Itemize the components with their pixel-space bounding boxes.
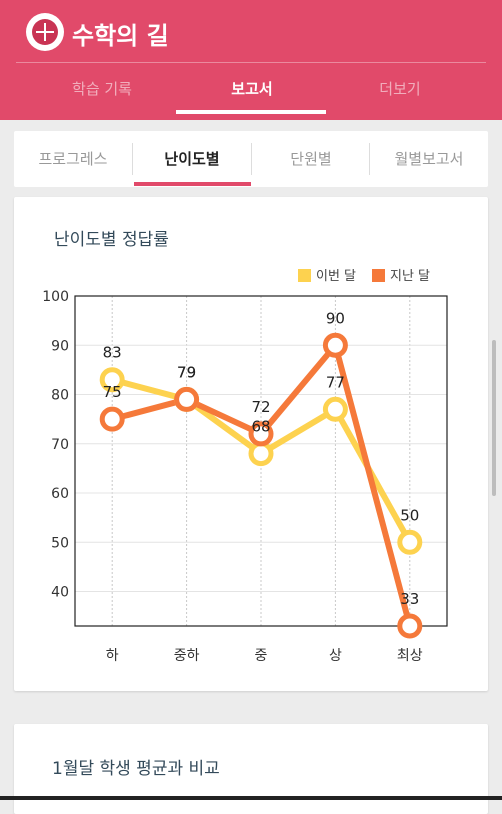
data-label: 72 [251,398,270,416]
subtab-divider [369,143,370,175]
subtab-divider [251,143,252,175]
data-label: 75 [103,383,122,401]
x-tick-label: 하 [106,648,119,664]
data-label: 90 [326,309,345,327]
data-label: 50 [400,506,419,524]
scrollbar[interactable] [492,340,496,496]
data-label: 79 [177,363,196,381]
data-point [322,396,348,422]
subtab-unit[interactable]: 단원별 [290,150,332,168]
data-label: 68 [251,418,270,436]
data-label: 79 [177,363,196,381]
data-point [99,367,125,393]
y-tick-label: 50 [51,535,69,551]
data-label: 77 [326,373,345,391]
app-title: 수학의 길 [72,22,169,50]
chart-title: 난이도별 정답률 [54,230,169,250]
data-point [397,529,423,555]
comparison-card: 1월달 학생 평균과 비교 [14,724,488,814]
app-header: 수학의 길 학습 기록 보고서 더보기 [0,0,502,120]
bottom-edge [0,796,502,800]
subtab-progress[interactable]: 프로그레스 [38,150,108,168]
data-point [248,421,274,447]
y-tick-label: 70 [51,437,69,453]
x-tick-label: 최상 [397,648,423,664]
y-tick-label: 40 [51,585,69,601]
y-tick-label: 80 [51,388,69,404]
subtab-monthly-report[interactable]: 월별보고서 [394,150,464,168]
app-logo-icon [26,13,64,51]
legend-swatch [298,269,311,282]
difficulty-chart-card: 난이도별 정답률 이번 달 지난 달 40 50 60 70 80 90 100 하 중하 중 상 최… [14,197,488,691]
comparison-title: 1월달 학생 평균과 비교 [52,759,220,779]
plot-frame [74,295,448,627]
legend-item: 지난 달 [372,265,430,284]
subtab-active-indicator [134,182,251,186]
legend-item: 이번 달 [298,265,356,284]
y-tick-label: 60 [51,486,69,502]
sub-tab-bar: 프로그레스 난이도별 단원별 월별보고서 [14,131,488,187]
data-label: 33 [400,590,419,608]
tab-more[interactable]: 더보기 [379,80,421,98]
legend-label: 이번 달 [316,269,357,284]
subtab-difficulty[interactable]: 난이도별 [164,150,220,168]
data-point [174,386,200,412]
legend-swatch [372,269,385,282]
header-divider [16,62,486,63]
tab-report[interactable]: 보고서 [231,80,273,98]
data-point [322,332,348,358]
y-tick-label: 100 [42,289,69,305]
y-tick-label: 90 [51,338,69,354]
data-point [397,613,423,639]
active-tab-indicator [176,110,326,114]
x-tick-label: 중 [255,648,268,664]
subtab-divider [132,143,133,175]
legend-label: 지난 달 [390,269,431,284]
data-point [248,441,274,467]
tab-learning-record[interactable]: 학습 기록 [72,80,132,98]
data-point [99,406,125,432]
data-label: 83 [103,344,122,362]
x-tick-label: 상 [329,648,342,664]
x-tick-label: 중하 [174,648,200,664]
